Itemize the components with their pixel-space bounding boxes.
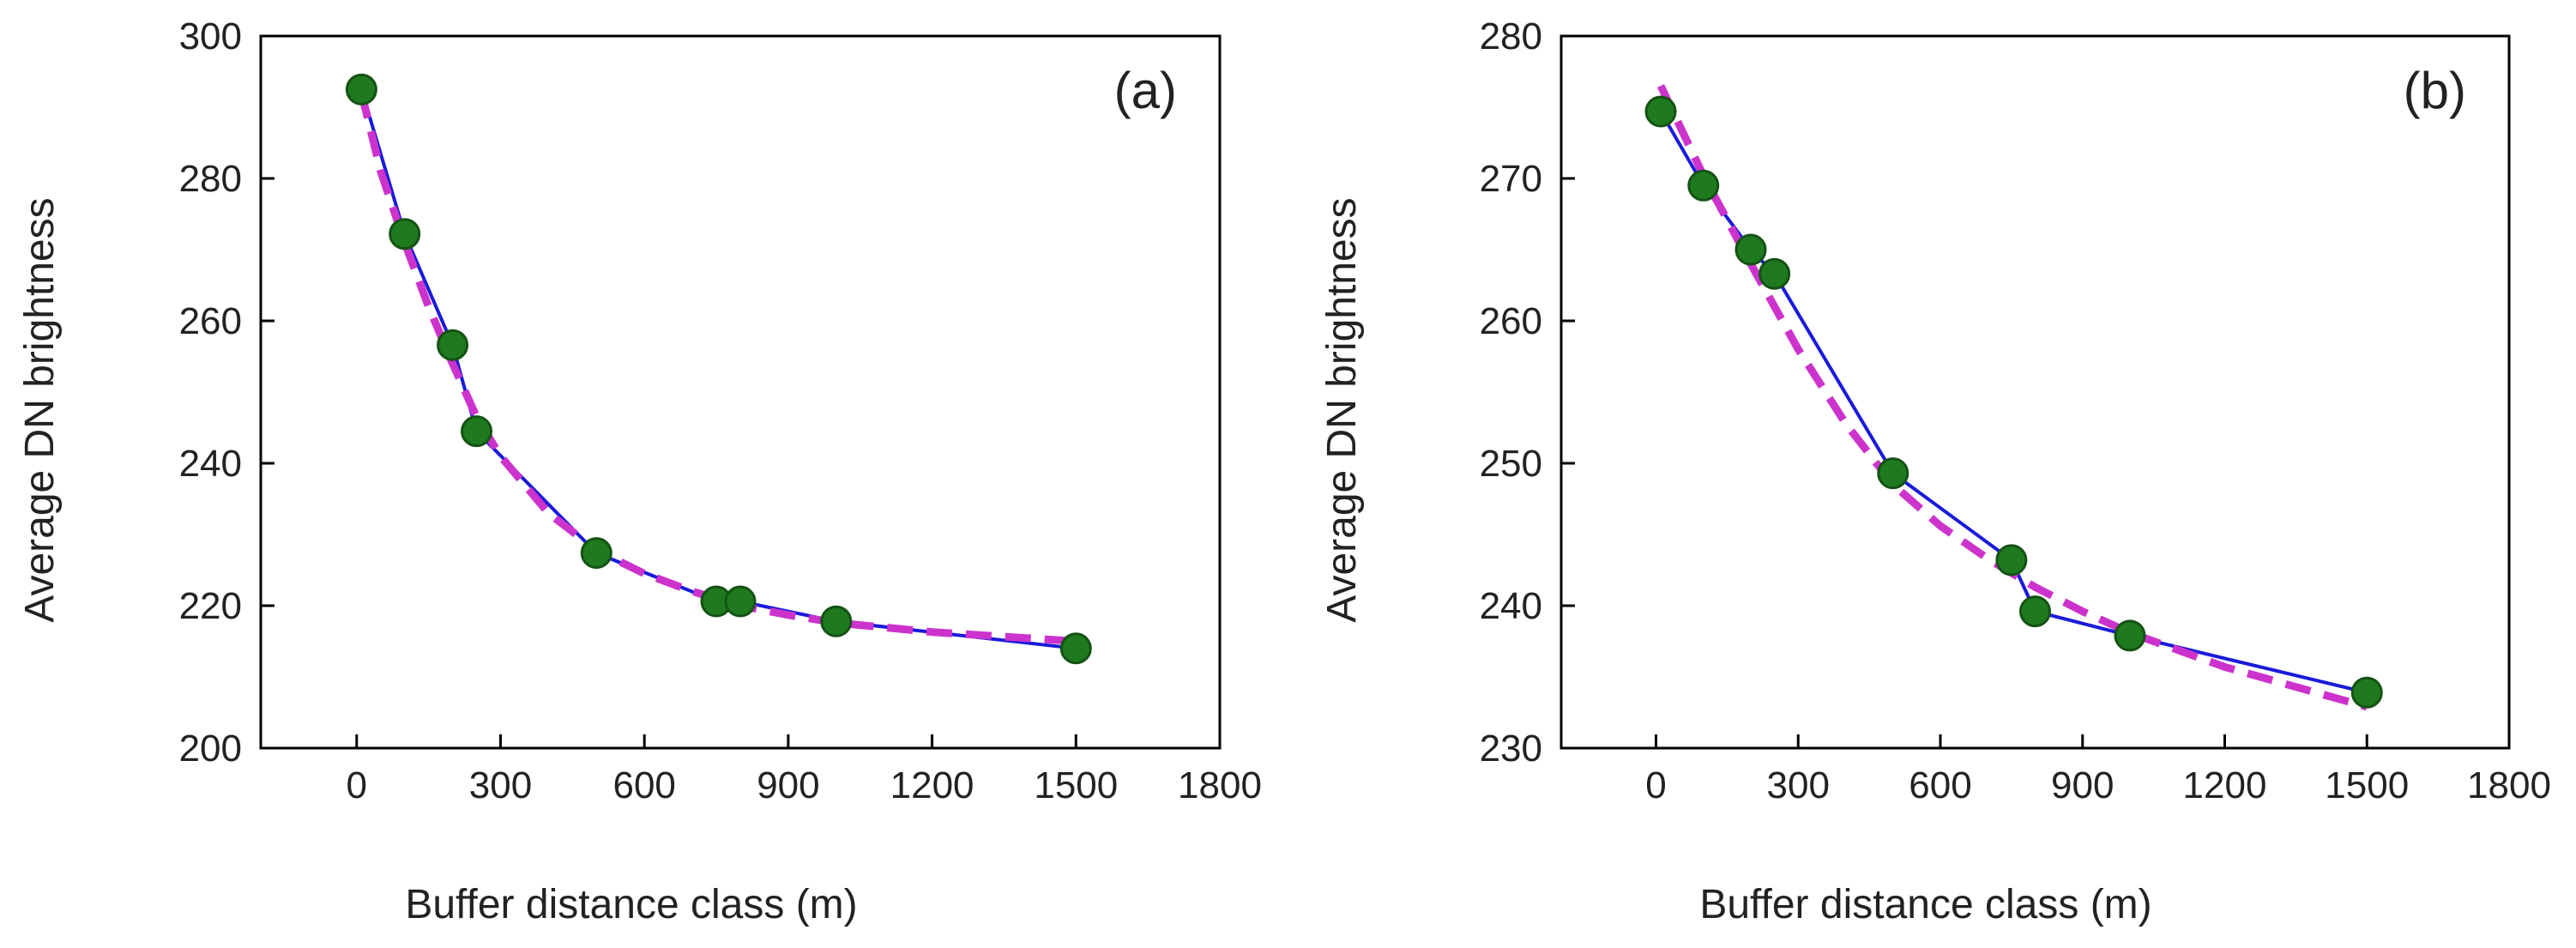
y-tick-label-a: 300 bbox=[179, 15, 242, 57]
x-tick-label-a: 1800 bbox=[1178, 764, 1262, 806]
x-tick-label-b: 1800 bbox=[2467, 764, 2551, 806]
y-axis-title-a: Average DN brightness bbox=[17, 197, 63, 622]
x-tick-label-b: 300 bbox=[1767, 764, 1830, 806]
plot-frame-b bbox=[1559, 34, 2511, 750]
y-tick-label-b: 280 bbox=[1480, 15, 1542, 57]
x-tick-label-b: 0 bbox=[1645, 764, 1666, 806]
x-tick-label-b: 1200 bbox=[2183, 764, 2267, 806]
x-axis-title-b: Buffer distance class (m) bbox=[1699, 882, 2151, 927]
data-point-b bbox=[1734, 233, 1767, 266]
y-axis-title-b: Average DN brightness bbox=[1319, 197, 1365, 622]
series-fitted-line-a bbox=[358, 92, 1077, 645]
x-axis-title-a: Buffer distance class (m) bbox=[405, 882, 857, 927]
x-tick-label-a: 1200 bbox=[890, 764, 974, 806]
y-tick-label-a: 260 bbox=[179, 300, 242, 342]
data-point-b bbox=[1687, 169, 1720, 202]
y-tick-label-b: 260 bbox=[1480, 300, 1542, 342]
data-point-b bbox=[1995, 544, 2028, 577]
data-point-a bbox=[437, 329, 469, 361]
x-tick-label-a: 1500 bbox=[1034, 764, 1118, 806]
data-point-a bbox=[820, 605, 853, 637]
panel-label-a: (a) bbox=[1114, 62, 1177, 119]
y-tick-label-b: 250 bbox=[1480, 443, 1542, 485]
y-tick-label-a: 280 bbox=[179, 158, 242, 200]
y-tick-label-a: 200 bbox=[179, 728, 242, 770]
y-tick-label-b: 270 bbox=[1480, 158, 1542, 200]
data-point-b bbox=[2019, 595, 2051, 628]
panel-label-b: (b) bbox=[2404, 62, 2466, 119]
x-tick-label-b: 900 bbox=[2051, 764, 2114, 806]
panel-b: Average DN brightness Buffer distance cl… bbox=[1319, 15, 2551, 927]
plot-frame-a bbox=[259, 34, 1222, 750]
data-point-a bbox=[1059, 632, 1092, 665]
data-point-b bbox=[2114, 619, 2146, 652]
data-point-a bbox=[724, 585, 757, 618]
series-fitted-line-b bbox=[1656, 84, 2368, 711]
data-point-a bbox=[580, 537, 612, 570]
data-point-b bbox=[2350, 676, 2383, 709]
y-tick-label-a: 240 bbox=[179, 443, 242, 485]
y-tick-label-b: 240 bbox=[1480, 585, 1542, 627]
series-observed-line-a bbox=[359, 88, 1077, 650]
x-tick-label-b: 600 bbox=[1909, 764, 1971, 806]
x-tick-label-a: 300 bbox=[469, 764, 532, 806]
x-tick-label-a: 600 bbox=[612, 764, 675, 806]
data-point-a bbox=[389, 218, 421, 251]
data-point-b bbox=[1759, 257, 1791, 290]
y-tick-label-a: 220 bbox=[179, 585, 242, 627]
data-point-b bbox=[1644, 95, 1677, 128]
x-tick-label-b: 1500 bbox=[2325, 764, 2409, 806]
panel-a: Average DN brightness Buffer distance cl… bbox=[17, 15, 1262, 927]
series-observed-line-b bbox=[1659, 111, 2368, 695]
data-point-b bbox=[1877, 457, 1909, 490]
x-tick-label-a: 900 bbox=[757, 764, 819, 806]
x-tick-label-a: 0 bbox=[347, 764, 367, 806]
data-point-a bbox=[345, 73, 377, 106]
data-point-a bbox=[461, 415, 493, 448]
y-tick-label-b: 230 bbox=[1480, 728, 1542, 770]
